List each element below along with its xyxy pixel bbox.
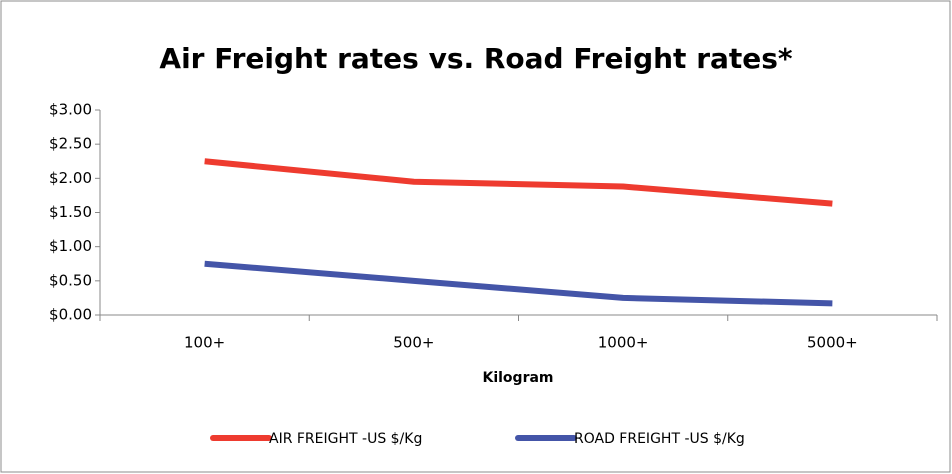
series-line	[204, 260, 833, 307]
legend-label: ROAD FREIGHT -US $/Kg	[574, 431, 745, 447]
x-tick-label: 1000+	[598, 334, 649, 352]
y-tick-label: $3.00	[49, 101, 92, 119]
y-tick-label: $1.00	[49, 237, 92, 255]
x-tick-label: 5000+	[807, 334, 858, 352]
legend-label: AIR FREIGHT -US $/Kg	[269, 431, 422, 447]
x-tick-label: 500+	[393, 334, 434, 352]
y-tick-label: $2.00	[49, 169, 92, 187]
chart-title: Air Freight rates vs. Road Freight rates…	[159, 42, 793, 75]
y-tick-label: $2.50	[49, 135, 92, 153]
y-tick-label: $0.00	[49, 306, 92, 324]
series-line	[204, 158, 833, 207]
y-tick-label: $1.50	[49, 203, 92, 221]
y-tick-label: $0.50	[49, 271, 92, 289]
x-axis-label: Kilogram	[482, 370, 553, 386]
x-tick-label: 100+	[184, 334, 225, 352]
